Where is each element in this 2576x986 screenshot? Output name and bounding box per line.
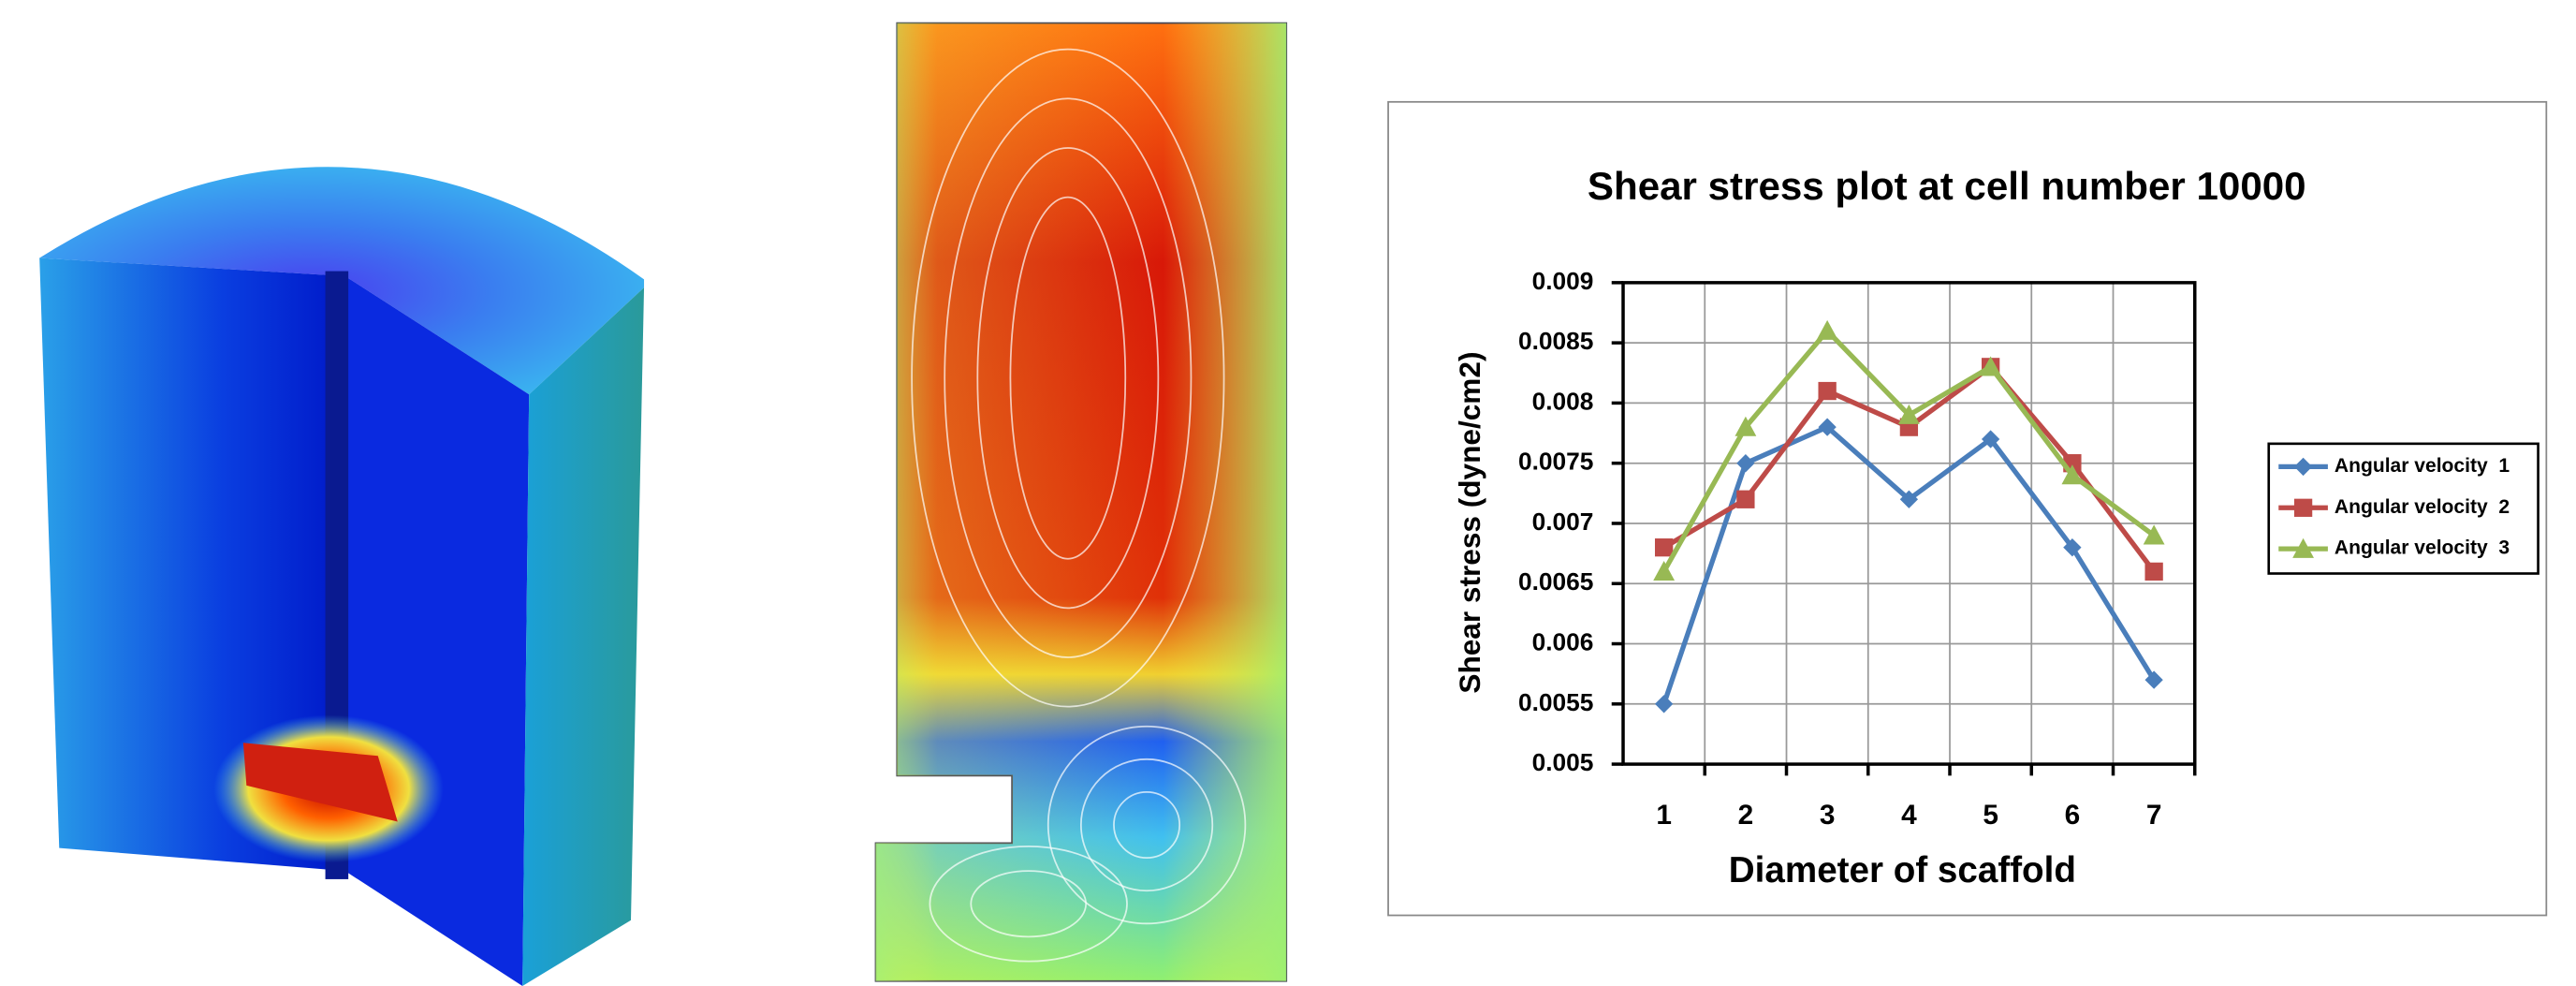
point bbox=[2293, 457, 2313, 477]
point bbox=[1736, 454, 1755, 473]
point bbox=[1818, 381, 1837, 401]
chart-title: Shear stress plot at cell number 10000 bbox=[1588, 164, 2306, 208]
point bbox=[1736, 490, 1755, 508]
point bbox=[1816, 319, 1838, 340]
x-tick-label: 5 bbox=[1983, 800, 1998, 831]
point bbox=[1654, 695, 1674, 714]
point bbox=[2292, 537, 2314, 558]
y-tick-label: 0.005 bbox=[1532, 748, 1594, 776]
y-tick-label: 0.008 bbox=[1532, 387, 1594, 415]
x-tick-label: 3 bbox=[1820, 800, 1836, 831]
point bbox=[1818, 418, 1837, 436]
point bbox=[2144, 562, 2163, 581]
y-tick-label: 0.009 bbox=[1532, 267, 1594, 295]
y-tick-label: 0.0055 bbox=[1518, 688, 1593, 716]
point bbox=[1653, 560, 1676, 581]
point bbox=[2143, 524, 2165, 545]
legend-label: Angular velocity 1 bbox=[2334, 455, 2510, 477]
y-axis-title: Shear stress (dyne/cm2) bbox=[1453, 352, 1486, 694]
legend-label: Angular velocity 2 bbox=[2334, 496, 2510, 518]
plot-area bbox=[1621, 281, 2197, 766]
point bbox=[1734, 416, 1757, 436]
y-tick-label: 0.0075 bbox=[1518, 448, 1593, 476]
point bbox=[1980, 356, 2002, 376]
x-tick-label: 4 bbox=[1901, 800, 1917, 831]
y-tick-label: 0.0065 bbox=[1518, 567, 1593, 596]
legend-box bbox=[2267, 442, 2539, 575]
y-tick-label: 0.006 bbox=[1532, 627, 1594, 655]
x-tick-label: 7 bbox=[2146, 800, 2162, 831]
y-tick-label: 0.0085 bbox=[1518, 327, 1593, 355]
point bbox=[1897, 404, 1920, 424]
y-tick-label: 0.007 bbox=[1532, 508, 1594, 536]
cylinder-render bbox=[39, 167, 645, 986]
x-tick-label: 6 bbox=[2065, 800, 2081, 831]
point bbox=[2061, 464, 2084, 485]
point bbox=[2293, 498, 2313, 517]
x-tick-label: 2 bbox=[1738, 800, 1754, 831]
legend-label: Angular velocity 3 bbox=[2334, 537, 2510, 559]
x-axis-title: Diameter of scaffold bbox=[1729, 850, 2076, 890]
point bbox=[1654, 538, 1674, 557]
x-tick-label: 1 bbox=[1656, 800, 1672, 831]
flow-render bbox=[874, 22, 1288, 982]
